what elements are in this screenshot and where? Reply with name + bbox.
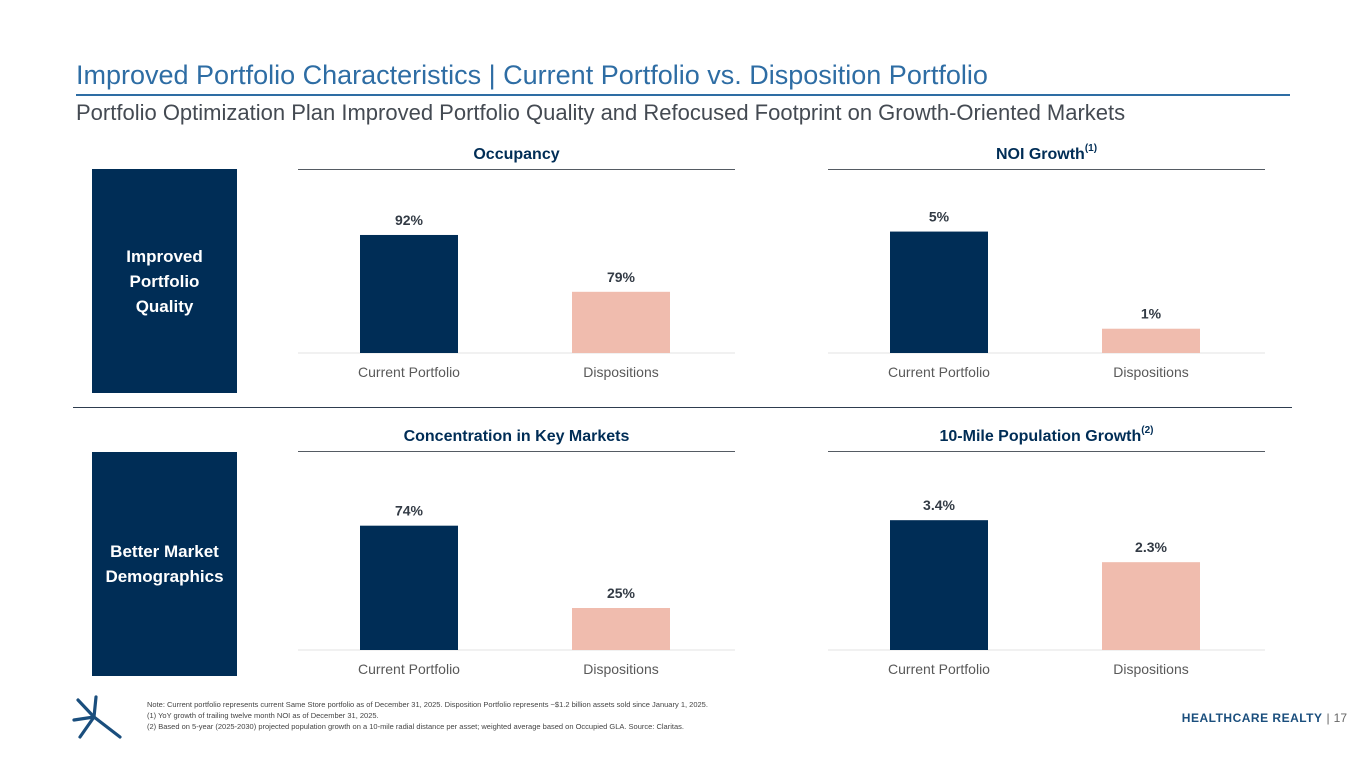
bar-current-portfolio (890, 520, 988, 650)
data-label: 1% (1141, 306, 1162, 322)
footnotes: Note: Current portfolio represents curre… (147, 699, 708, 732)
chart-title-text: NOI Growth (995, 146, 1085, 163)
page-title: Improved Portfolio Characteristics | Cur… (76, 60, 988, 90)
chart-title-rule (298, 451, 735, 452)
bar-dispositions (572, 291, 670, 353)
bar-current-portfolio (890, 231, 988, 353)
chart-title-footnote: (2) (1141, 425, 1154, 436)
bar-dispositions (1102, 562, 1200, 650)
chart-title-footnote: (1) (1084, 143, 1098, 154)
chart-title-text: 10-Mile Population Growth (939, 428, 1142, 445)
chart-title-rule (298, 169, 735, 170)
chart-title-text: Concentration in Key Markets (403, 428, 630, 445)
category-label: Dispositions (1113, 661, 1188, 677)
noi-growth-chart-title: NOI Growth(1) (828, 143, 1265, 164)
bar-current-portfolio (360, 525, 458, 650)
bar-dispositions (1102, 328, 1200, 353)
note-1: (1) YoY growth of trailing twelve month … (147, 711, 379, 720)
category-label: Dispositions (1113, 364, 1188, 380)
category-label: Dispositions (583, 364, 658, 380)
data-label: 79% (607, 269, 636, 285)
footer-brand: HEALTHCARE REALTY | 17 (1182, 711, 1347, 725)
chart-title-text: Occupancy (473, 146, 560, 163)
section-divider (73, 407, 1292, 408)
bar-current-portfolio (360, 234, 458, 353)
section-label-demographics: Better Market Demographics (92, 452, 237, 676)
data-label: 92% (395, 212, 424, 228)
noi-growth-chart: 5% Current Portfolio 1% Dispositions (828, 209, 1265, 380)
note-main: Note: Current portfolio represents curre… (147, 700, 708, 709)
title-underline (76, 94, 1290, 96)
category-label: Current Portfolio (358, 661, 460, 677)
note-2: (2) Based on 5-year (2025-2030) projecte… (147, 722, 684, 731)
star-burst-logo-icon (72, 695, 122, 739)
page-separator: | (1326, 711, 1330, 725)
section-label-quality: Improved Portfolio Quality (92, 169, 237, 393)
data-label: 74% (395, 503, 424, 519)
data-label: 2.3% (1135, 539, 1167, 555)
concentration-chart-title: Concentration in Key Markets (298, 428, 735, 446)
data-label: 3.4% (923, 497, 955, 513)
chart-title-rule (828, 169, 1265, 170)
page-subtitle: Portfolio Optimization Plan Improved Por… (76, 100, 1126, 125)
population-growth-chart: 3.4% Current Portfolio 2.3% Dispositions (828, 497, 1265, 677)
data-label: 5% (929, 209, 950, 225)
data-label: 25% (607, 585, 636, 601)
category-label: Current Portfolio (888, 661, 990, 677)
page-number: 17 (1333, 711, 1347, 725)
concentration-chart: 74% Current Portfolio 25% Dispositions (298, 503, 735, 677)
category-label: Dispositions (583, 661, 658, 677)
category-label: Current Portfolio (358, 364, 460, 380)
category-label: Current Portfolio (888, 364, 990, 380)
brand-name: HEALTHCARE REALTY (1181, 711, 1323, 725)
chart-title-rule (828, 451, 1265, 452)
occupancy-chart-title: Occupancy (298, 146, 735, 164)
population-growth-chart-title: 10-Mile Population Growth(2) (828, 425, 1265, 446)
occupancy-chart: 92% Current Portfolio 79% Dispositions (298, 212, 735, 380)
bar-dispositions (572, 608, 670, 650)
